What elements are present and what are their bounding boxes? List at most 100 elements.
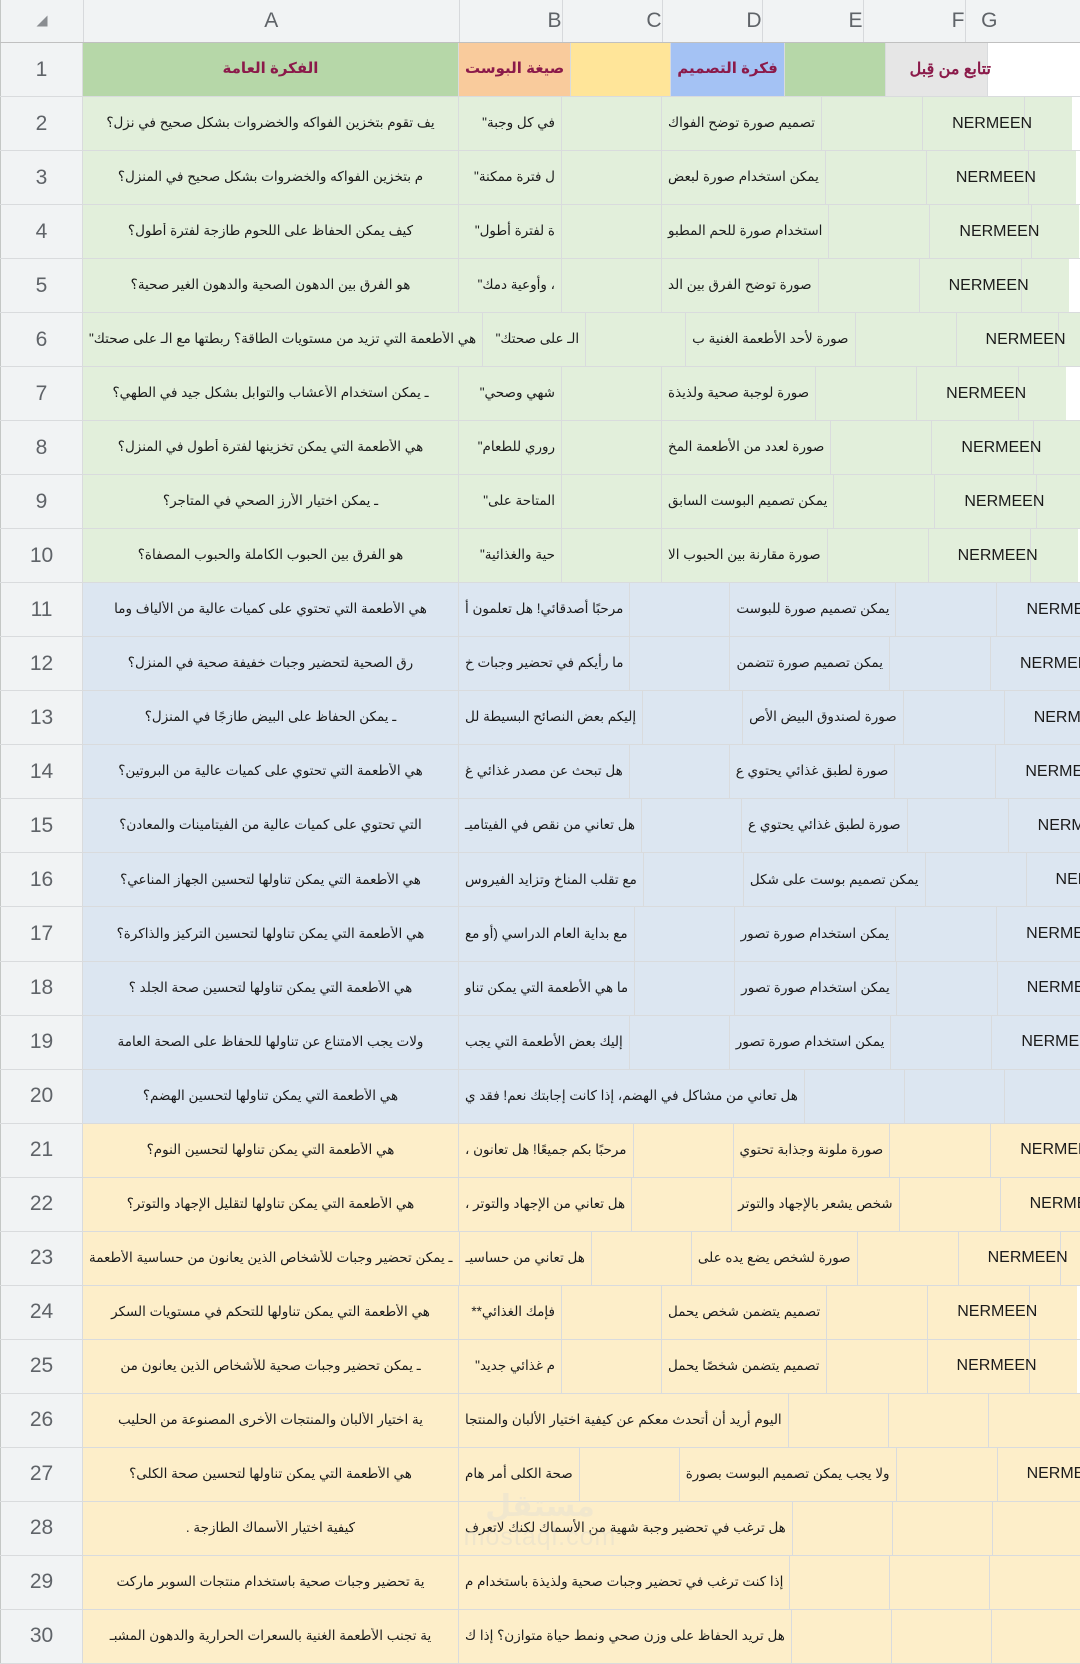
table-row[interactable]: 1 الفكرة العامة صيغة البوست فكرة التصميم… — [0, 43, 1080, 97]
cell-C30[interactable] — [790, 1609, 891, 1663]
cell-E9[interactable] — [833, 475, 935, 529]
cell-B26[interactable]: اليوم أريد أن أتحدث معكم عن كيفية اختيار… — [458, 1393, 788, 1447]
column-header-B[interactable]: B — [459, 0, 562, 42]
cell-B18[interactable]: ما هي الأطعمة التي يمكن تناو — [458, 961, 635, 1015]
cell-F23[interactable]: NERMEEN — [957, 1231, 1068, 1285]
cell-D1[interactable]: فكرة التصميم — [670, 43, 784, 96]
cell-B17[interactable]: مع بداية العام الدراسي (أو مع — [458, 907, 634, 961]
cell-F5[interactable]: NERMEEN — [918, 259, 1029, 313]
row-number[interactable]: 8 — [0, 421, 82, 475]
table-row[interactable]: 19 ولات يجب الامتناع عن تناولها للحفاظ عل… — [0, 1015, 1080, 1070]
cell-C21[interactable] — [632, 1123, 733, 1177]
cell-B4[interactable]: ة لفترة أطول" — [458, 205, 561, 259]
cell-D2[interactable]: تصميم صورة توضح الفواك — [661, 97, 822, 151]
cell-F4[interactable]: NERMEEN — [929, 205, 1039, 259]
cell-A22[interactable]: هي الأطعمة التي يمكن تناولها لتقليل الإج… — [82, 1177, 458, 1231]
cell-E24[interactable] — [826, 1285, 928, 1339]
cell-E16[interactable] — [924, 853, 1026, 907]
row-number[interactable]: 23 — [0, 1231, 82, 1285]
cell-A28[interactable]: كيفية اختيار الأسماك الطازجة . — [82, 1501, 458, 1555]
cell-E14[interactable] — [894, 745, 996, 799]
cell-F13[interactable]: NERMEEN — [1003, 691, 1080, 745]
table-row[interactable]: 5 هو الفرق بين الدهون الصحية والدهون الغي… — [0, 259, 1080, 314]
cell-F8[interactable]: NERMEEN — [931, 421, 1041, 475]
cell-C1[interactable] — [570, 43, 671, 96]
cell-E25[interactable] — [825, 1339, 927, 1393]
row-number[interactable]: 21 — [0, 1123, 82, 1177]
cell-C13[interactable] — [642, 691, 743, 745]
cell-C28[interactable] — [791, 1501, 892, 1555]
cell-F21[interactable]: NERMEEN — [990, 1123, 1080, 1177]
cell-E30[interactable] — [990, 1609, 1080, 1663]
cell-A20[interactable]: هي الأطعمة التي يمكن تناولها لتحسين الهض… — [82, 1069, 458, 1123]
cell-B29[interactable]: إذا كنت ترغب في تحضير وجبات صحية ولذيذة … — [458, 1555, 790, 1609]
cell-B11[interactable]: مرحبًا أصدقائي! هل تعلمون أ — [458, 583, 630, 637]
cell-D4[interactable]: استخدام صورة للحم المطبو — [661, 205, 829, 259]
cell-A18[interactable]: هي الأطعمة التي يمكن تناولها لتحسين صحة … — [82, 961, 458, 1015]
cell-D13[interactable]: صورة لصندوق البيض الأص — [742, 691, 903, 745]
cell-C4[interactable] — [561, 205, 661, 259]
row-number[interactable]: 20 — [0, 1069, 82, 1123]
cell-A2[interactable]: يف تقوم بتخزين الفواكه والخضروات بشكل صح… — [82, 97, 458, 151]
cell-G9[interactable] — [1036, 475, 1080, 529]
table-row[interactable]: 21 هي الأطعمة التي يمكن تناولها لتحسين ال… — [0, 1123, 1080, 1178]
cell-A21[interactable]: هي الأطعمة التي يمكن تناولها لتحسين النو… — [82, 1123, 458, 1177]
cell-G5[interactable] — [1020, 259, 1069, 313]
cell-E19[interactable] — [890, 1015, 992, 1069]
cell-A11[interactable]: هي الأطعمة التي تحتوي على كميات عالية من… — [82, 583, 458, 637]
cell-C10[interactable] — [561, 529, 661, 583]
cell-B22[interactable]: هل تعاني من الإجهاد والتوتر ، — [458, 1177, 632, 1231]
row-number[interactable]: 3 — [0, 151, 82, 205]
table-row[interactable]: 26 ية اختيار الألبان والمنتجات الأخرى الم… — [0, 1393, 1080, 1448]
table-row[interactable]: 22 هي الأطعمة التي يمكن تناولها لتقليل ال… — [0, 1177, 1080, 1232]
table-row[interactable]: 30 ية تجنب الأطعمة الغنية بالسعرات الحرار… — [0, 1609, 1080, 1664]
cell-F17[interactable]: NERMEEN — [996, 907, 1080, 961]
cell-C18[interactable] — [634, 961, 735, 1015]
row-number[interactable]: 13 — [0, 691, 82, 745]
table-row[interactable]: 7 ـ يمكن استخدام الأعشاب والتوابل بشكل جي… — [0, 367, 1080, 422]
cell-A1[interactable]: الفكرة العامة — [82, 43, 458, 96]
row-number[interactable]: 17 — [0, 907, 82, 961]
row-number[interactable]: 10 — [0, 529, 82, 583]
table-row[interactable]: 16 هي الأطعمة التي يمكن تناولها لتحسين ال… — [0, 853, 1080, 908]
cell-D27[interactable]: ولا يجب يمكن تصميم البوست بصورة — [678, 1447, 896, 1501]
cell-D15[interactable]: صورة لطبق غذائي يحتوي ع — [741, 799, 907, 853]
cell-A9[interactable]: ـ يمكن اختيار الأرز الصحي في المتاجر؟ — [82, 475, 458, 529]
cell-C25[interactable] — [561, 1339, 661, 1393]
cell-A27[interactable]: هي الأطعمة التي يمكن تناولها لتحسين صحة … — [82, 1447, 458, 1501]
cell-B7[interactable]: شهي وصحي" — [458, 367, 561, 421]
column-header-C[interactable]: C — [562, 0, 662, 42]
cell-C16[interactable] — [642, 853, 743, 907]
table-row[interactable]: 2 يف تقوم بتخزين الفواكه والخضروات بشكل ص… — [0, 97, 1080, 152]
row-number[interactable]: 14 — [0, 745, 82, 799]
cell-D17[interactable]: يمكن استخدام صورة تصور — [733, 907, 896, 961]
cell-G25[interactable] — [1028, 1339, 1077, 1393]
cell-B24[interactable]: فإمك الغذائي** — [458, 1285, 561, 1339]
cell-A8[interactable]: هي الأطعمة التي يمكن تخزينها لفترة أطول … — [82, 421, 458, 475]
row-number[interactable]: 12 — [0, 637, 82, 691]
cell-C14[interactable] — [628, 745, 729, 799]
cell-C6[interactable] — [585, 313, 686, 367]
row-number[interactable]: 1 — [0, 43, 82, 96]
cell-F18[interactable]: NERMEEN — [996, 961, 1080, 1015]
table-row[interactable]: 4 كيف يمكن الحفاظ على اللحوم طازجة لفترة … — [0, 205, 1080, 260]
cell-D8[interactable]: صورة لعدد من الأطعمة المخ — [661, 421, 831, 475]
table-row[interactable]: 13 ـ يمكن الحفاظ على البيض طازجًا في المن… — [0, 691, 1080, 746]
cell-A4[interactable]: كيف يمكن الحفاظ على اللحوم طازجة لفترة أ… — [82, 205, 458, 259]
cell-F15[interactable]: NERMEEN — [1007, 799, 1080, 853]
row-number[interactable]: 24 — [0, 1285, 82, 1339]
cell-E7[interactable] — [815, 367, 917, 421]
cell-A7[interactable]: ـ يمكن استخدام الأعشاب والتوابل بشكل جيد… — [82, 367, 458, 421]
cell-D30[interactable] — [890, 1609, 991, 1663]
row-number[interactable]: 5 — [0, 259, 82, 313]
cell-B15[interactable]: هل تعاني من نقص في الفيتاميـ — [458, 799, 642, 853]
row-number[interactable]: 25 — [0, 1339, 82, 1393]
cell-A30[interactable]: ية تجنب الأطعمة الغنية بالسعرات الحرارية… — [82, 1609, 458, 1663]
cell-D21[interactable]: صورة ملونة وجذابة تحتوي — [732, 1123, 890, 1177]
cell-B5[interactable]: ، وأوعية دمك" — [458, 259, 561, 313]
select-all-corner[interactable] — [0, 0, 83, 42]
cell-F9[interactable]: NERMEEN — [934, 475, 1044, 529]
cell-F12[interactable]: NERMEEN — [989, 637, 1080, 691]
cell-E26[interactable] — [987, 1393, 1080, 1447]
cell-E1[interactable] — [783, 43, 885, 96]
